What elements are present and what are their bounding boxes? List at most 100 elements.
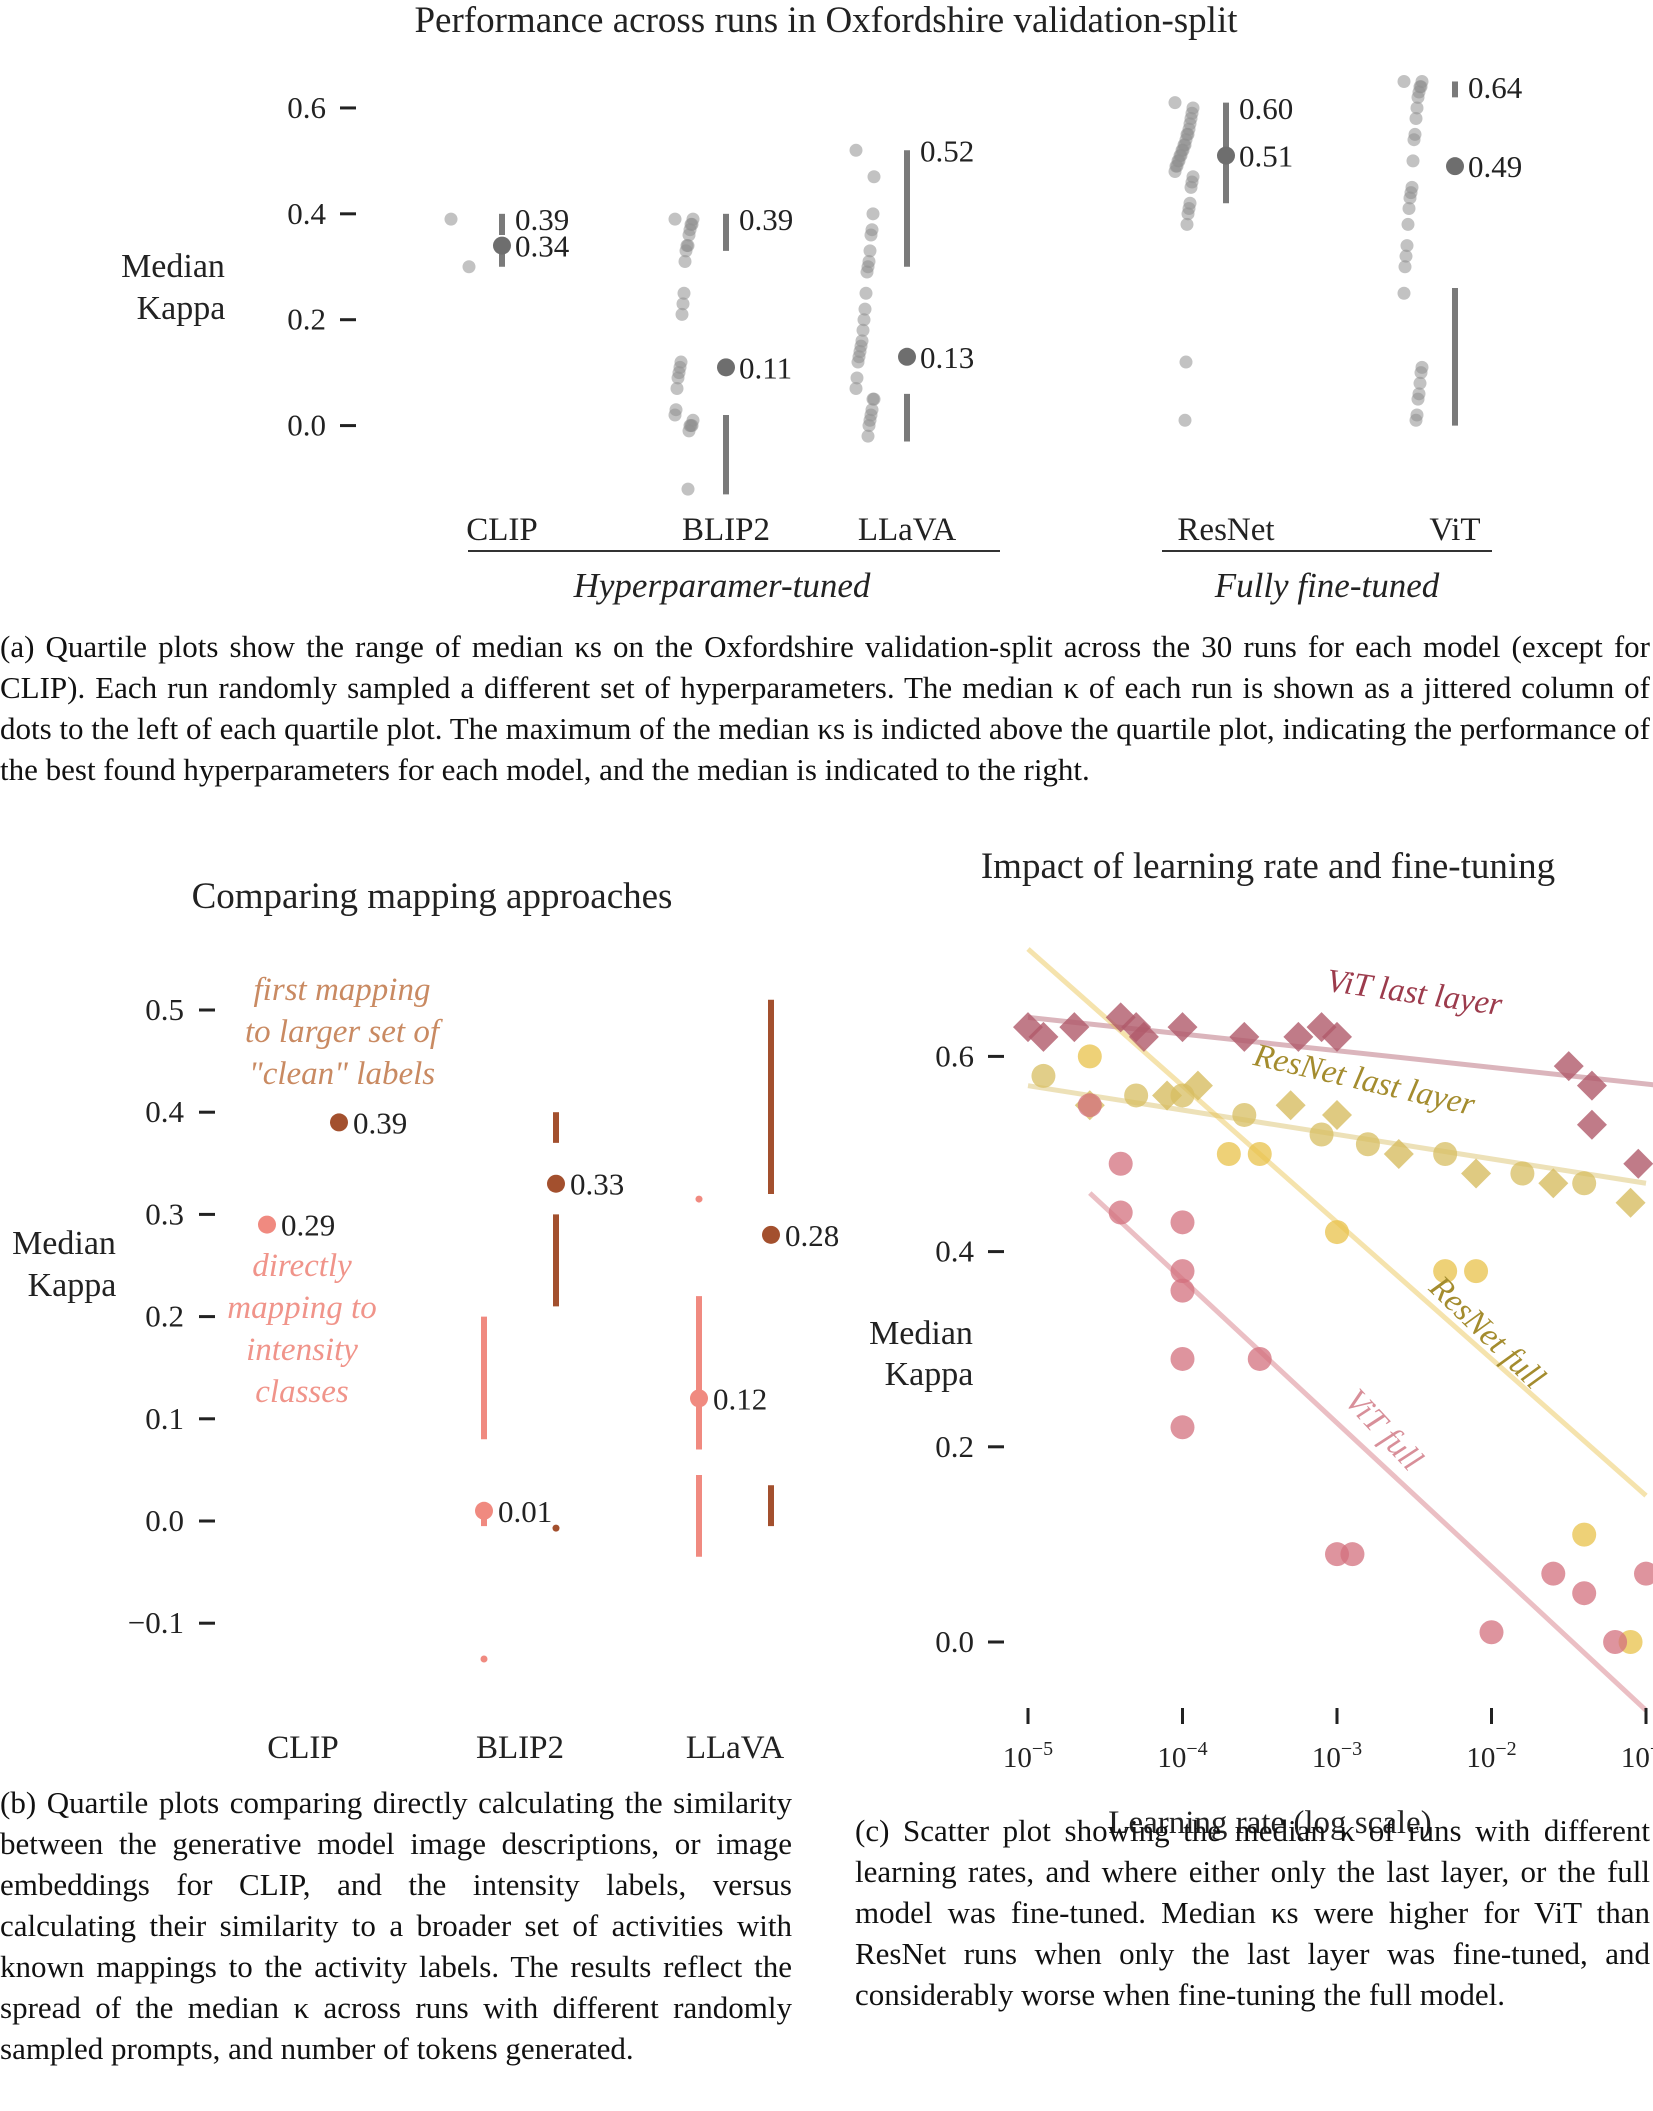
- c-point-circle: [1433, 1259, 1458, 1284]
- a-run-dot: [1407, 133, 1421, 147]
- panel-b-chart: Comparing mapping approaches Median Kapp…: [12, 876, 839, 1766]
- panel-c-xlabel: Learning rate (log scale): [1108, 1805, 1431, 1841]
- a-max-label: 0.60: [1239, 91, 1293, 126]
- c-xtick-label: 10−1: [1621, 1738, 1653, 1774]
- c-point-diamond: [1275, 1090, 1306, 1121]
- a-run-dot: [444, 212, 458, 226]
- b-outlier-point: [552, 1524, 560, 1532]
- caption-a: (a) Quartile plots show the range of med…: [0, 629, 1650, 787]
- a-run-dot: [1413, 376, 1427, 390]
- b-annotation-direct-line: directly: [252, 1248, 352, 1284]
- c-point-circle: [1108, 1151, 1133, 1176]
- c-xtick-label: 10−3: [1312, 1738, 1362, 1774]
- c-point-circle: [1077, 1044, 1102, 1069]
- c-xtick-exponent: −4: [1186, 1738, 1207, 1760]
- a-category-label: ViT: [1429, 512, 1480, 548]
- a-run-dot: [668, 408, 682, 422]
- a-run-dot: [1409, 112, 1423, 126]
- a-run-dot: [462, 260, 476, 274]
- a-median-point: [717, 358, 735, 377]
- b-category-label: LLaVA: [686, 1730, 785, 1766]
- c-point-circle: [1031, 1063, 1056, 1088]
- c-point-circle: [1634, 1561, 1653, 1586]
- c-point-circle: [1170, 1278, 1195, 1303]
- panel-b-title: Comparing mapping approaches: [192, 876, 673, 917]
- c-xtick-label: 10−5: [1003, 1738, 1053, 1774]
- a-ytick-label: 0.0: [287, 408, 326, 443]
- a-category-label: CLIP: [466, 512, 538, 548]
- a-max-label: 0.52: [920, 133, 974, 168]
- c-point-circle: [1479, 1620, 1504, 1645]
- a-run-dot: [856, 323, 870, 337]
- c-xtick-exponent: −5: [1032, 1738, 1053, 1760]
- a-run-dot: [863, 244, 877, 258]
- a-run-dot: [861, 429, 875, 443]
- a-median-label: 0.49: [1468, 149, 1522, 184]
- a-run-dot: [671, 371, 685, 385]
- a-run-dot: [857, 313, 871, 327]
- c-point-circle: [1325, 1220, 1349, 1245]
- b-annotation-mapped-line: "clean" labels: [249, 1056, 435, 1092]
- a-run-dot: [866, 392, 880, 406]
- b-median-point: [475, 1501, 493, 1520]
- a-run-dot: [1402, 202, 1416, 216]
- panel-b-ylabel-line1: Median: [12, 1225, 116, 1262]
- b-median-label: 0.01: [498, 1494, 552, 1529]
- c-point-circle: [1309, 1122, 1334, 1147]
- c-point-diamond: [1229, 1021, 1260, 1052]
- a-median-point: [1446, 157, 1464, 176]
- a-run-dot: [1410, 101, 1424, 115]
- a-median-label: 0.13: [920, 340, 974, 375]
- c-point-circle: [1170, 1346, 1195, 1371]
- panel-c-ylabel-line2: Kappa: [885, 1356, 974, 1393]
- panel-a-title: Performance across runs in Oxfordshire v…: [414, 0, 1238, 41]
- c-point-diamond: [1553, 1051, 1584, 1082]
- c-point-diamond: [1322, 1099, 1352, 1130]
- panel-c-title: Impact of learning rate and fine-tuning: [981, 846, 1555, 887]
- panel-c-ylabel-line1: Median: [869, 1315, 973, 1352]
- b-median-point: [330, 1113, 348, 1132]
- a-run-dot: [862, 419, 876, 433]
- a-run-dot: [1411, 392, 1425, 406]
- c-xtick-exponent: −3: [1341, 1738, 1362, 1760]
- c-point-diamond: [1028, 1021, 1059, 1052]
- c-point-diamond: [1576, 1109, 1607, 1140]
- a-category-label: LLaVA: [858, 512, 957, 548]
- a-run-dot: [668, 212, 682, 226]
- a-run-dot: [1181, 207, 1195, 221]
- a-run-dot: [1401, 217, 1415, 231]
- a-median-point: [1217, 146, 1235, 165]
- b-median-point: [258, 1215, 276, 1234]
- b-median-point: [690, 1389, 708, 1408]
- a-run-dot: [1397, 74, 1411, 88]
- b-annotation-direct-line: mapping to: [227, 1290, 376, 1326]
- a-run-dot: [1168, 164, 1182, 178]
- b-median-point: [762, 1225, 780, 1244]
- c-point-diamond: [1383, 1139, 1414, 1169]
- a-category-label: ResNet: [1177, 512, 1274, 548]
- a-run-dot: [1178, 413, 1192, 427]
- a-run-dot: [1411, 90, 1425, 104]
- group-label-hyperparameter: Hyperparamer-tuned: [573, 566, 871, 605]
- c-point-circle: [1170, 1210, 1195, 1235]
- b-ytick-label: 0.0: [145, 1503, 184, 1538]
- c-ytick-label: 0.2: [935, 1429, 974, 1464]
- c-point-circle: [1170, 1415, 1195, 1440]
- c-point-circle: [1170, 1259, 1195, 1284]
- a-median-label: 0.11: [739, 350, 792, 385]
- a-run-dot: [677, 286, 691, 300]
- a-run-dot: [682, 228, 696, 242]
- c-point-circle: [1433, 1142, 1458, 1166]
- c-series-label: ViT last layer: [1324, 963, 1504, 1023]
- c-point-circle: [1340, 1542, 1365, 1567]
- a-run-dot: [1179, 355, 1193, 369]
- a-run-dot: [678, 254, 692, 268]
- c-ytick-label: 0.0: [935, 1624, 974, 1659]
- c-point-circle: [1464, 1259, 1489, 1284]
- a-run-dot: [849, 382, 863, 396]
- c-xtick-exponent: −1: [1650, 1738, 1653, 1760]
- a-run-dot: [850, 371, 864, 385]
- c-xtick-label: 10−4: [1157, 1738, 1207, 1774]
- b-ytick-label: 0.4: [145, 1094, 184, 1129]
